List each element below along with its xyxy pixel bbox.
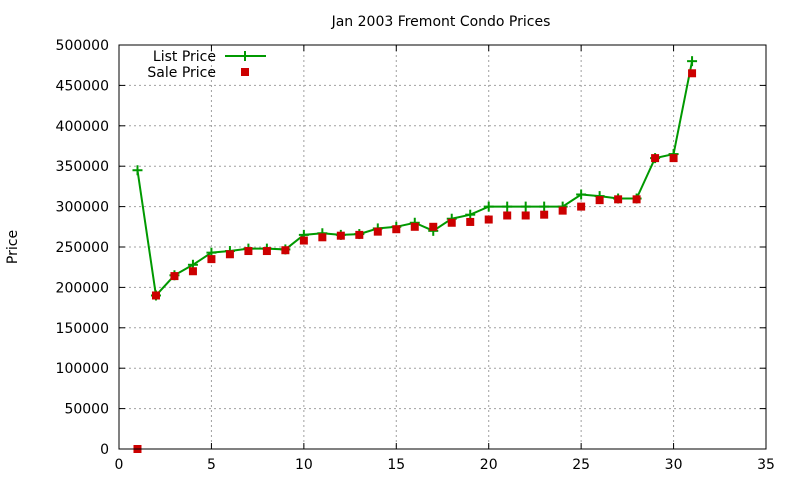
y-tick-label: 200000 [56, 280, 109, 296]
sale-price-point [484, 215, 493, 224]
list-price-line [136, 60, 694, 298]
y-tick-label: 350000 [56, 159, 109, 175]
x-tick-label: 15 [387, 457, 405, 473]
sale-price-point [355, 230, 364, 239]
x-tick-label: 35 [757, 457, 775, 473]
list-price-point [520, 201, 531, 212]
sale-price-point [651, 154, 660, 163]
sale-price-point [170, 272, 179, 281]
legend-marker-list-price [240, 51, 250, 61]
legend-label-list-price: List Price [153, 49, 216, 65]
x-tick-label: 0 [115, 457, 124, 473]
sale-price-point [336, 231, 345, 240]
sale-price-point [429, 222, 438, 231]
sale-price-point [447, 218, 456, 227]
sale-price-point [558, 206, 567, 215]
series-layer [132, 56, 698, 453]
y-tick-label: 0 [100, 442, 109, 458]
sale-price-point [577, 202, 586, 211]
legend-label-sale-price: Sale Price [147, 65, 216, 81]
x-tick-label: 5 [207, 457, 216, 473]
sale-price-point [688, 69, 697, 78]
y-tick-label: 250000 [56, 240, 109, 256]
y-tick-label: 100000 [56, 361, 109, 377]
sale-price-point [262, 247, 271, 256]
sale-price-point [188, 267, 197, 276]
y-tick-label: 400000 [56, 119, 109, 135]
sale-price-point [540, 210, 549, 219]
list-price-point [502, 201, 513, 212]
tick-layer: 0 50000 100000 150000 200000 250000 300000 3500… [56, 38, 775, 473]
y-axis-label: Price [5, 230, 21, 264]
legend-marker-sale-price [241, 68, 249, 76]
sale-price-point [244, 247, 253, 256]
sale-price-point [281, 246, 290, 255]
y-tick-label: 300000 [56, 200, 109, 216]
x-tick-label: 10 [295, 457, 313, 473]
plot-frame [118, 44, 767, 450]
sale-price-point [632, 195, 641, 204]
sale-price-point [299, 236, 308, 245]
list-price-point [132, 165, 143, 176]
sale-price-point [669, 154, 678, 163]
list-price-point [539, 201, 550, 212]
x-tick-label: 30 [665, 457, 683, 473]
list-price-point [576, 189, 587, 200]
list-price-point [687, 56, 698, 67]
y-tick-label: 50000 [64, 402, 109, 418]
sale-price-point [503, 211, 512, 220]
sale-price-point [466, 217, 475, 226]
sale-price-point [521, 211, 530, 220]
grid-layer [119, 45, 766, 449]
y-tick-label: 500000 [56, 38, 109, 54]
y-tick-label: 150000 [56, 321, 109, 337]
sale-price-point [318, 233, 327, 242]
sale-price-point [595, 196, 604, 205]
sale-price-point [373, 227, 382, 236]
x-tick-label: 20 [480, 457, 498, 473]
sale-price-point [207, 255, 216, 264]
sale-price-point [410, 222, 419, 231]
chart-title: Jan 2003 Fremont Condo Prices [331, 14, 551, 30]
sale-price-point [225, 250, 234, 259]
list-price-point [483, 201, 494, 212]
sale-price-point [151, 291, 160, 300]
sale-price-point [392, 225, 401, 234]
sale-price-point [614, 195, 623, 204]
y-tick-label: 450000 [56, 78, 109, 94]
x-tick-label: 25 [572, 457, 590, 473]
